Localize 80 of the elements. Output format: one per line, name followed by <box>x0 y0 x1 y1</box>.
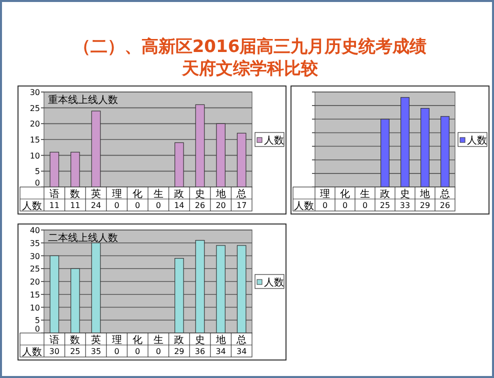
y-tick-label: 15 <box>30 290 40 300</box>
x-tick-label: 英 <box>91 334 101 346</box>
y-tick-label: 0 <box>34 324 40 334</box>
data-label: 33 <box>400 201 410 210</box>
y-tick-label: 5 <box>34 167 40 176</box>
x-tick-label: 化 <box>340 188 350 200</box>
x-tick-label: 化 <box>132 334 143 346</box>
data-label: 0 <box>135 201 140 210</box>
data-label: 0 <box>322 201 328 210</box>
data-label: 25 <box>70 347 80 356</box>
x-tick-label: 语 <box>49 188 60 200</box>
x-tick-label: 化 <box>132 188 143 200</box>
text: 人数 <box>22 201 42 212</box>
data-label: 35 <box>90 347 102 356</box>
x-tick-label: 地 <box>214 188 226 200</box>
data-label: 14 <box>174 201 184 210</box>
x-tick-label: 生 <box>153 188 164 200</box>
x-tick-label: 数 <box>70 189 80 200</box>
data-label: 25 <box>380 201 390 210</box>
y-tick-label: 25 <box>30 104 40 113</box>
data-label: 30 <box>49 347 60 356</box>
data-label: 20 <box>216 201 226 210</box>
x-tick-label: 总 <box>439 188 450 200</box>
data-label: 26 <box>440 201 450 210</box>
y-tick-label: 20 <box>30 120 40 129</box>
text: 天府文综学科比较 <box>181 59 319 79</box>
y-tick-label: 5 <box>34 316 40 326</box>
y-tick-label: 10 <box>30 303 40 312</box>
y-tick-label: 30 <box>30 252 40 261</box>
data-label: 29 <box>174 347 184 356</box>
data-label: 36 <box>194 347 206 356</box>
x-tick-label: 生 <box>153 334 164 346</box>
x-tick-label: 政 <box>174 189 184 200</box>
x-tick-label: 总 <box>236 334 247 346</box>
y-tick-label: 40 <box>30 226 40 235</box>
legend-label: 人数 <box>264 278 284 288</box>
data-label: 0 <box>114 347 120 356</box>
x-tick-label: 总 <box>236 188 247 200</box>
x-tick-label: 史 <box>400 188 410 200</box>
x-tick-label: 生 <box>360 188 370 200</box>
chart-title: 二本线上线人数 <box>48 232 118 244</box>
y-tick-label: 10 <box>30 151 40 160</box>
text: （二）、高新区2016届高三九月历史统考成绩 <box>73 37 427 57</box>
data-label: 29 <box>420 201 430 210</box>
x-tick-label: 理 <box>112 335 122 346</box>
legend-label: 人数 <box>467 136 487 146</box>
data-label: 0 <box>135 347 140 356</box>
y-tick-label: 25 <box>30 264 40 274</box>
x-tick-label: 语 <box>49 334 60 346</box>
x-tick-label: 政 <box>380 189 390 200</box>
data-label: 0 <box>156 347 161 356</box>
x-tick-label: 数 <box>70 335 80 346</box>
data-label: 34 <box>216 347 226 356</box>
y-tick-label: 35 <box>30 238 40 248</box>
x-tick-label: 地 <box>419 188 430 200</box>
data-label: 0 <box>156 201 161 210</box>
chart-title: 重本线上线人数 <box>48 94 118 106</box>
x-tick-label: 英 <box>91 188 101 200</box>
data-label: 26 <box>194 201 206 210</box>
y-tick-label: 30 <box>30 88 40 97</box>
data-label: 24 <box>90 201 102 210</box>
data-label: 0 <box>114 201 120 210</box>
data-label: 34 <box>236 347 247 356</box>
data-label: 11 <box>49 201 60 210</box>
data-label: 0 <box>362 201 368 210</box>
data-label: 17 <box>236 201 247 210</box>
y-tick-label: 15 <box>30 136 40 144</box>
text: 人数 <box>22 347 42 358</box>
data-label: 11 <box>70 201 80 210</box>
x-tick-label: 史 <box>195 334 205 346</box>
y-tick-label: 0 <box>34 178 40 188</box>
text: 人数 <box>294 201 314 212</box>
x-tick-label: 理 <box>320 189 330 200</box>
legend-label: 人数 <box>264 136 284 146</box>
data-label: 0 <box>342 201 348 210</box>
y-tick-label: 20 <box>30 278 40 286</box>
x-tick-label: 地 <box>214 334 226 346</box>
x-tick-label: 政 <box>174 335 184 346</box>
x-tick-label: 史 <box>195 188 205 200</box>
x-tick-label: 理 <box>112 189 122 200</box>
